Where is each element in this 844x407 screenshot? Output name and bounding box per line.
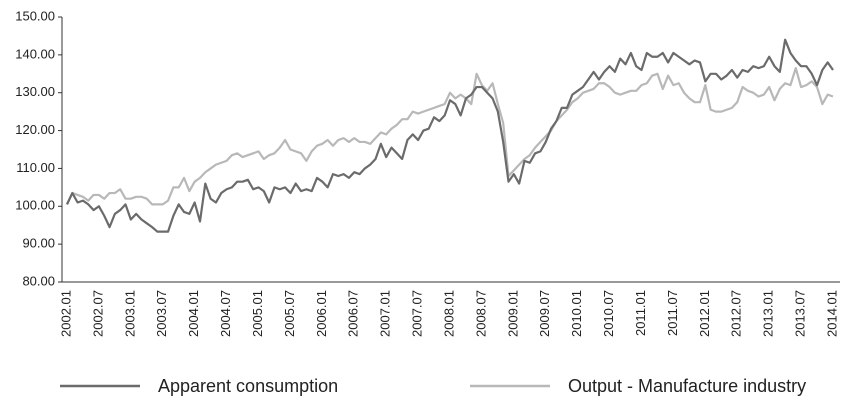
x-tick-label: 2010.01 xyxy=(569,290,584,337)
x-tick-label: 2011.01 xyxy=(633,290,648,336)
x-tick-label: 2010.07 xyxy=(601,290,616,337)
x-tick-label: 2012.01 xyxy=(697,290,712,337)
x-tick-label: 2008.07 xyxy=(473,290,488,337)
x-tick-label: 2003.01 xyxy=(122,290,137,337)
x-tick-label: 2009.07 xyxy=(537,290,552,337)
x-tick-label: 2013.07 xyxy=(793,290,808,337)
x-tick-label: 2007.07 xyxy=(410,290,425,337)
y-tick-label: 100.00 xyxy=(15,198,55,213)
x-tick-label: 2005.01 xyxy=(250,290,265,337)
x-tick-label: 2003.07 xyxy=(154,290,169,337)
x-tick-label: 2006.01 xyxy=(314,290,329,337)
series-line xyxy=(66,38,834,233)
y-tick-label: 80.00 xyxy=(22,273,55,288)
x-tick-label: 2002.07 xyxy=(90,290,105,337)
y-tick-label: 140.00 xyxy=(15,46,55,61)
y-tick-label: 130.00 xyxy=(15,84,55,99)
y-tick-label: 90.00 xyxy=(22,236,55,251)
x-tick-label: 2012.07 xyxy=(729,290,744,337)
x-tick-label: 2002.01 xyxy=(58,290,73,337)
x-tick-label: 2007.01 xyxy=(378,290,393,337)
legend-label: Output - Manufacture industry xyxy=(568,376,806,396)
x-tick-label: 2005.07 xyxy=(282,290,297,337)
x-tick-label: 2004.01 xyxy=(186,290,201,337)
x-tick-label: 2006.07 xyxy=(346,290,361,337)
y-tick-label: 110.00 xyxy=(16,160,55,175)
x-tick-label: 2004.07 xyxy=(218,290,233,337)
series-line xyxy=(66,67,834,206)
legend-label: Apparent consumption xyxy=(158,376,338,396)
x-tick-label: 2014.01 xyxy=(824,290,839,337)
x-tick-label: 2013.01 xyxy=(761,290,776,337)
x-tick-label: 2011.07 xyxy=(665,290,680,336)
x-tick-label: 2008.01 xyxy=(441,290,456,337)
y-tick-label: 150.00 xyxy=(15,8,55,23)
y-tick-label: 120.00 xyxy=(15,122,55,137)
x-tick-label: 2009.01 xyxy=(505,290,520,337)
